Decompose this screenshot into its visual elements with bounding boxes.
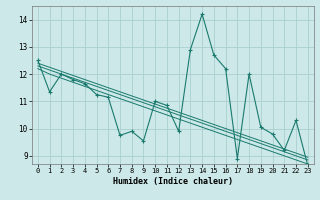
X-axis label: Humidex (Indice chaleur): Humidex (Indice chaleur) [113,177,233,186]
